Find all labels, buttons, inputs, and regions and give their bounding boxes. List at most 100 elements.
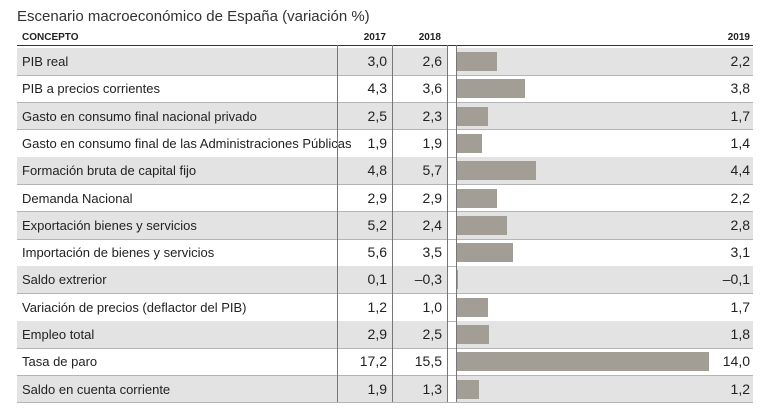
bar-2019	[457, 133, 483, 153]
header-2018: 2018	[418, 32, 441, 43]
row-divider	[17, 293, 753, 295]
bar-2019	[457, 52, 497, 71]
value-2017: 5,6	[367, 244, 387, 261]
bar-2019	[456, 270, 458, 290]
table-row: Formación bruta de capital fijo 4,8 5,7 4,4	[17, 157, 753, 185]
header-2019: 2019	[727, 32, 750, 43]
bar-2019	[457, 215, 508, 235]
row-shade	[338, 321, 392, 348]
bar-2019	[457, 352, 709, 372]
row-shade	[17, 211, 337, 239]
row-shade	[338, 48, 392, 75]
row-divider	[17, 402, 753, 404]
row-shade	[17, 102, 337, 130]
bar-2019	[457, 79, 526, 99]
value-2017: 0,1	[367, 271, 387, 288]
table-row: Demanda Nacional 2,9 2,9 2,2	[17, 185, 753, 212]
table-row: Exportación bienes y servicios 5,2 2,4 2,8	[17, 211, 753, 239]
value-2019: 4,4	[730, 162, 750, 179]
row-shade	[338, 157, 392, 185]
row-shade	[393, 375, 447, 403]
row-shade	[393, 266, 447, 294]
row-label: Importación de bienes y servicios	[22, 245, 215, 261]
row-shade	[457, 375, 753, 403]
row-divider	[17, 129, 753, 131]
row-label: PIB a precios corrientes	[22, 81, 161, 97]
column-separator	[456, 45, 457, 402]
row-shade	[457, 266, 753, 294]
value-2017: 1,2	[367, 298, 387, 315]
value-2018: 1,9	[422, 134, 442, 151]
table-row: Tasa de paro 17,2 15,5 14,0	[17, 348, 753, 375]
table-row: Empleo total 2,9 2,5 1,8	[17, 321, 753, 348]
bar-2019	[457, 106, 488, 126]
value-2017: 5,2	[367, 216, 387, 233]
value-2019: 2,2	[730, 53, 750, 69]
value-2018: 3,6	[422, 80, 442, 97]
value-2018: 1,0	[422, 298, 442, 315]
value-2019: 2,2	[730, 189, 750, 206]
value-2018: 2,4	[422, 216, 442, 233]
value-2017: 2,5	[367, 107, 387, 124]
chart-title: Escenario macroeconómico de España (vari…	[17, 8, 370, 25]
row-shade	[457, 102, 753, 130]
value-2017: 1,9	[367, 380, 387, 397]
value-2017: 4,3	[367, 80, 387, 97]
row-label: Tasa de paro	[22, 354, 98, 370]
row-shade	[17, 321, 337, 348]
row-label: Exportación bienes y servicios	[22, 217, 197, 233]
row-label: Variación de precios (deflactor del PIB)	[22, 299, 247, 315]
table-row: Gasto en consumo final de las Administra…	[17, 130, 753, 157]
row-shade	[17, 375, 337, 403]
header-concept: CONCEPTO	[22, 32, 79, 43]
table-row: Saldo en cuenta corriente 1,9 1,3 1,2	[17, 375, 753, 403]
value-2018: 15,5	[414, 353, 442, 370]
row-shade	[457, 48, 753, 75]
value-2018: –0,3	[414, 271, 442, 288]
row-shade	[338, 266, 392, 294]
header-2017: 2017	[363, 32, 386, 43]
row-label: Saldo extrerior	[22, 272, 107, 288]
value-2019: 1,8	[730, 326, 750, 342]
header-rule	[17, 45, 753, 46]
row-label: Demanda Nacional	[22, 190, 133, 206]
value-2017: 2,9	[367, 189, 387, 206]
value-2019: 14,0	[722, 353, 750, 370]
row-label: Empleo total	[22, 327, 95, 342]
value-2017: 1,9	[367, 134, 387, 151]
row-label: Gasto en consumo final de las Administra…	[22, 135, 352, 151]
row-shade	[338, 375, 392, 403]
row-divider	[17, 184, 753, 185]
row-shade	[17, 266, 337, 294]
value-2019: 1,7	[730, 298, 750, 315]
bar-2019	[457, 379, 479, 399]
bar-2019	[457, 297, 488, 317]
row-shade	[393, 102, 447, 130]
column-separator	[392, 45, 393, 402]
value-2018: 2,5	[422, 326, 442, 342]
row-label: PIB real	[22, 54, 69, 69]
bar-2019	[457, 188, 497, 208]
table-row: Variación de precios (deflactor del PIB)…	[17, 294, 753, 321]
value-2018: 1,3	[422, 380, 442, 397]
row-label: Formación bruta de capital fijo	[22, 163, 197, 179]
value-2019: 3,1	[730, 244, 750, 261]
row-divider	[17, 74, 753, 76]
row-shade	[393, 321, 447, 348]
value-2018: 2,3	[422, 107, 442, 124]
value-2019: 2,8	[730, 216, 750, 233]
value-2017: 17,2	[359, 353, 387, 370]
row-shade	[17, 48, 337, 75]
table-row: Gasto en consumo final nacional privado 2…	[17, 102, 753, 130]
table-row: PIB real 3,0 2,6 2,2	[17, 48, 753, 75]
row-label: Gasto en consumo final nacional privado	[22, 108, 257, 124]
value-2019: 1,2	[730, 380, 750, 397]
row-divider	[17, 347, 753, 349]
row-shade	[457, 321, 753, 348]
value-2018: 5,7	[422, 162, 442, 179]
value-2019: –0,1	[722, 271, 750, 288]
row-shade	[17, 157, 337, 185]
table-row: Importación de bienes y servicios 5,6 3,5 3…	[17, 239, 753, 266]
bar-2019	[457, 325, 490, 344]
value-2018: 2,6	[422, 53, 442, 69]
